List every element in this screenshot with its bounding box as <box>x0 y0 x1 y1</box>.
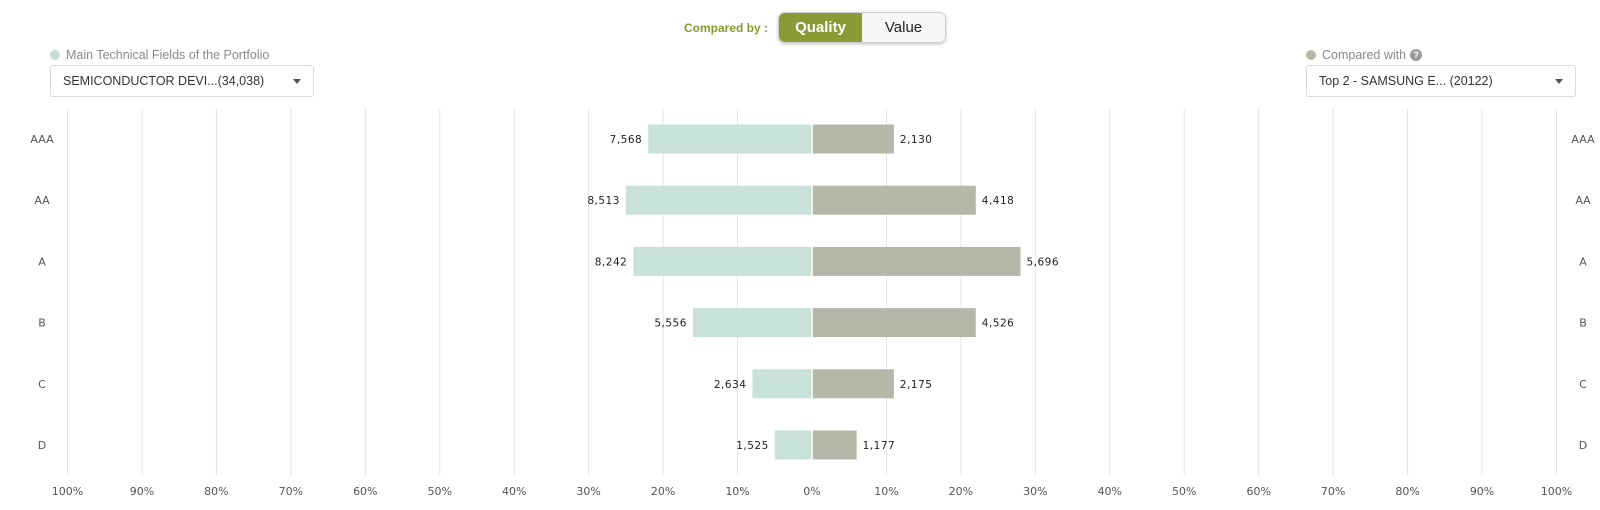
x-tick-label: 40% <box>1098 485 1122 498</box>
chevron-down-icon <box>293 79 301 84</box>
x-tick-label: 60% <box>353 485 377 498</box>
right-bar <box>812 185 976 215</box>
right-field-label: Compared with ? <box>1306 48 1423 62</box>
right-bar-value-label: 5,696 <box>1026 256 1059 268</box>
right-bar-value-label: 1,177 <box>863 440 896 452</box>
left-bar <box>625 185 812 215</box>
y-category-label-right: AA <box>1575 194 1591 207</box>
right-bar-value-label: 2,130 <box>900 134 933 146</box>
left-bar-value-label: 8,242 <box>595 256 628 268</box>
help-icon[interactable]: ? <box>1410 49 1423 61</box>
compare-by-bar: Compared by : Quality Value <box>684 12 947 43</box>
left-bar-value-label: 7,568 <box>610 134 643 146</box>
x-tick-label: 30% <box>1023 485 1047 498</box>
y-category-label-right: C <box>1579 378 1587 391</box>
y-category-label-left: B <box>38 317 46 330</box>
y-category-label-right: D <box>1579 439 1587 452</box>
y-category-label-right: A <box>1579 255 1587 268</box>
y-category-label-right: B <box>1579 317 1587 330</box>
y-category-label-left: C <box>38 378 46 391</box>
compare-toggle: Quality Value <box>778 12 947 43</box>
left-bar <box>648 124 812 154</box>
left-legend-dot <box>50 50 60 60</box>
x-tick-label: 90% <box>130 485 154 498</box>
x-tick-label: 0% <box>803 485 820 498</box>
right-bar <box>812 124 894 154</box>
x-tick-label: 20% <box>949 485 973 498</box>
x-tick-label: 60% <box>1246 485 1270 498</box>
right-bar <box>812 430 857 460</box>
x-tick-label: 70% <box>279 485 303 498</box>
right-field-label-text: Compared with <box>1322 48 1407 62</box>
x-tick-label: 40% <box>502 485 526 498</box>
x-tick-label: 20% <box>651 485 675 498</box>
left-bar-value-label: 1,525 <box>736 440 769 452</box>
value-toggle-button[interactable]: Value <box>862 13 946 42</box>
x-tick-label: 80% <box>1395 485 1419 498</box>
y-category-label-left: A <box>38 255 46 268</box>
x-tick-label: 100% <box>1541 485 1572 498</box>
x-tick-label: 100% <box>52 485 83 498</box>
x-tick-label: 50% <box>428 485 452 498</box>
right-bar-value-label: 4,526 <box>982 318 1015 330</box>
y-category-label-right: AAA <box>1571 133 1595 146</box>
right-bar <box>812 369 894 399</box>
x-tick-label: 30% <box>576 485 600 498</box>
right-legend-dot <box>1306 50 1316 60</box>
x-tick-label: 80% <box>204 485 228 498</box>
x-tick-label: 50% <box>1172 485 1196 498</box>
y-category-label-left: AAA <box>30 133 54 146</box>
right-bar-value-label: 2,175 <box>900 379 933 391</box>
left-bar <box>774 430 812 460</box>
compared-with-select-value: Top 2 - SAMSUNG E... (20122) <box>1319 74 1493 88</box>
left-bar-value-label: 5,556 <box>654 318 687 330</box>
left-bar-value-label: 2,634 <box>714 379 747 391</box>
left-bar-value-label: 8,513 <box>587 195 620 207</box>
right-bar-value-label: 4,418 <box>982 195 1015 207</box>
x-tick-label: 90% <box>1470 485 1494 498</box>
compared-with-select[interactable]: Top 2 - SAMSUNG E... (20122) <box>1306 65 1576 97</box>
left-field-label-text: Main Technical Fields of the Portfolio <box>66 48 270 62</box>
chevron-down-icon <box>1555 79 1563 84</box>
x-tick-label: 10% <box>874 485 898 498</box>
left-field-label: Main Technical Fields of the Portfolio <box>50 48 269 62</box>
y-category-label-left: D <box>38 439 46 452</box>
x-tick-label: 10% <box>725 485 749 498</box>
left-bar <box>692 308 812 338</box>
compared-by-label: Compared by : <box>684 20 769 35</box>
right-bar <box>812 308 976 338</box>
technical-field-select[interactable]: SEMICONDUCTOR DEVI...(34,038) <box>50 65 314 97</box>
right-bar <box>812 246 1021 276</box>
left-bar <box>752 369 812 399</box>
quality-toggle-button[interactable]: Quality <box>779 13 863 42</box>
left-bar <box>633 246 812 276</box>
x-tick-label: 70% <box>1321 485 1345 498</box>
technical-field-select-value: SEMICONDUCTOR DEVI...(34,038) <box>63 74 265 88</box>
y-category-label-left: AA <box>34 194 50 207</box>
